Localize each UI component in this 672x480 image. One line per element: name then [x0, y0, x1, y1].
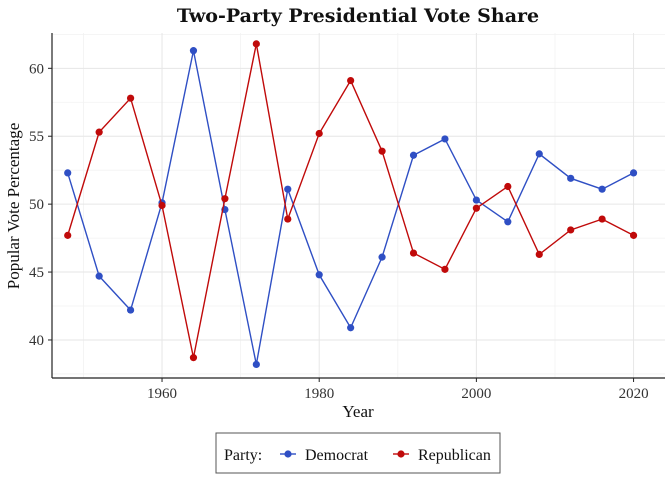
democrat-point [64, 169, 72, 177]
democrat-point [252, 360, 260, 369]
democrat-point [347, 324, 355, 332]
series-democrat [64, 47, 638, 369]
y-axis-label: Popular Vote Percentage [4, 123, 23, 290]
republican-point [347, 76, 355, 85]
series [64, 40, 638, 369]
y-tick-label: 55 [29, 129, 44, 145]
democrat-point [126, 306, 135, 314]
legend-key-point [397, 450, 405, 458]
chart-title: Two-Party Presidential Vote Share [177, 5, 539, 27]
series-republican [64, 40, 638, 362]
legend: Party: Democrat Republican [215, 432, 501, 474]
republican-point [409, 249, 418, 257]
republican-line [67, 43, 634, 358]
legend-box [215, 432, 501, 474]
democrat-point [567, 174, 575, 182]
democrat-point [95, 272, 103, 280]
x-tick-label: 2000 [461, 386, 491, 402]
democrat-point [189, 47, 198, 55]
republican-point [472, 204, 480, 212]
democrat-line [67, 50, 634, 365]
gridlines [52, 33, 665, 378]
y-tick-label: 60 [29, 61, 44, 77]
republican-point [567, 226, 575, 234]
democrat-point [629, 169, 638, 177]
legend-label: Republican [418, 447, 491, 464]
legend-items: Democrat Republican [280, 447, 491, 464]
republican-point [158, 201, 166, 210]
legend-label: Democrat [305, 447, 369, 464]
democrat-point [284, 185, 292, 193]
republican-point [504, 182, 512, 191]
axes: 1960 1980 2000 2020 40 45 50 55 60 [29, 33, 665, 402]
republican-point [378, 147, 386, 155]
y-tick-label: 50 [29, 197, 44, 213]
legend-title: Party: [224, 447, 262, 464]
x-axis-label: Year [342, 402, 374, 421]
republican-point [189, 354, 198, 362]
x-tick-label: 1960 [147, 386, 177, 402]
legend-item-democrat: Democrat [280, 447, 369, 464]
democrat-point [315, 271, 323, 279]
democrat-point [409, 151, 418, 159]
democrat-point [535, 150, 543, 158]
republican-point [598, 215, 606, 223]
x-tick-label: 1980 [304, 386, 334, 402]
republican-point [535, 250, 543, 258]
republican-point [64, 231, 72, 239]
democrat-point [378, 253, 386, 261]
democrat-point [598, 185, 606, 193]
legend-key-point [284, 450, 292, 458]
democrat-point [472, 196, 480, 204]
legend-item-republican: Republican [393, 447, 491, 464]
republican-point [315, 129, 323, 138]
republican-point [284, 215, 292, 223]
republican-point [126, 94, 135, 102]
y-tick-label: 45 [29, 265, 44, 281]
x-tick-label: 2020 [619, 386, 649, 402]
republican-point [441, 265, 449, 273]
republican-point [252, 40, 260, 48]
republican-point [95, 128, 103, 136]
republican-point [221, 195, 229, 203]
y-tick-label: 40 [29, 333, 44, 349]
democrat-point [504, 218, 512, 226]
democrat-point [441, 135, 449, 143]
republican-point [629, 231, 638, 239]
